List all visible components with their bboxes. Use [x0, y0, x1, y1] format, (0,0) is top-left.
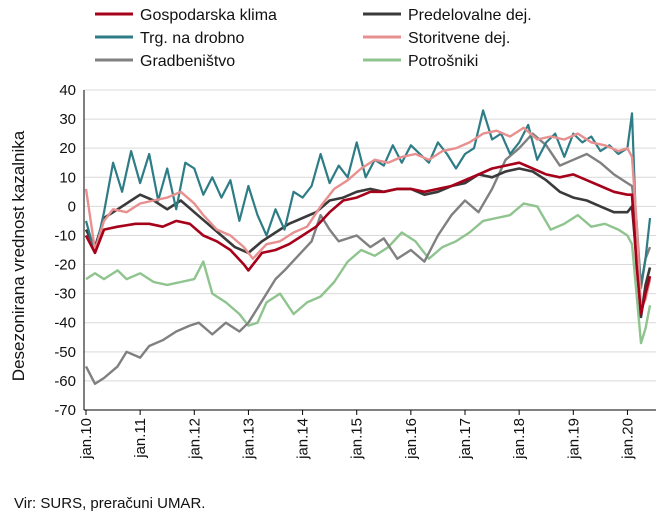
x-tick-label: jan.10	[78, 418, 95, 460]
source-note: Vir: SURS, preračuni UMAR.	[14, 495, 206, 512]
series-line-1	[84, 167, 652, 319]
x-tick-label: jan.17	[457, 418, 474, 460]
y-tick-label: 20	[59, 140, 76, 157]
x-tick-label: jan.14	[295, 418, 312, 460]
y-axis-title: Desezonirana vrednost kazalnika	[9, 130, 28, 381]
legend-label: Trg. na drobno	[140, 30, 244, 47]
x-tick-label: jan.13	[240, 418, 257, 460]
x-tick-label: jan.20	[619, 418, 636, 460]
y-axis-ticks: 40 30 20 10 0 -10 -20 -30 -40 -50 -60 -70	[54, 82, 76, 419]
y-tick-label: 10	[59, 169, 76, 186]
y-tick-label: -20	[54, 257, 76, 274]
series-line-4	[84, 132, 652, 385]
y-tick-label: -10	[54, 227, 76, 244]
x-tick-label: jan.11	[132, 418, 149, 459]
y-tick-label: -70	[54, 402, 76, 419]
y-tick-label: -60	[54, 373, 76, 390]
series-line-3	[84, 126, 652, 310]
x-tick-label: jan.16	[403, 418, 420, 460]
legend: Gospodarska klima Predelovalne dej. Trg. n…	[95, 7, 532, 70]
y-tick-label: 0	[68, 198, 76, 215]
y-tick-label: 30	[59, 111, 76, 128]
legend-label: Potrošniki	[408, 53, 478, 70]
series-line-2	[84, 109, 652, 286]
x-tick-label: jan.18	[511, 418, 528, 460]
legend-label: Storitvene dej.	[408, 30, 510, 47]
y-tick-label: -40	[54, 315, 76, 332]
axes	[83, 90, 656, 411]
series-line-0	[84, 161, 652, 316]
y-tick-label: 40	[59, 82, 76, 99]
series-lines	[84, 109, 652, 385]
y-tick-label: -50	[54, 344, 76, 361]
legend-label: Predelovalne dej.	[408, 7, 532, 24]
x-axis-ticks: jan.10 jan.11 jan.12 jan.13 jan.14 jan.15 jan.…	[78, 410, 636, 460]
x-tick-label: jan.15	[349, 418, 366, 460]
series-line-5	[85, 202, 652, 345]
x-tick-label: jan.19	[565, 418, 582, 460]
y-tick-label: -30	[54, 286, 76, 303]
legend-label: Gradbeništvo	[140, 53, 235, 70]
x-tick-label: jan.12	[186, 418, 203, 460]
legend-label: Gospodarska klima	[140, 7, 277, 24]
